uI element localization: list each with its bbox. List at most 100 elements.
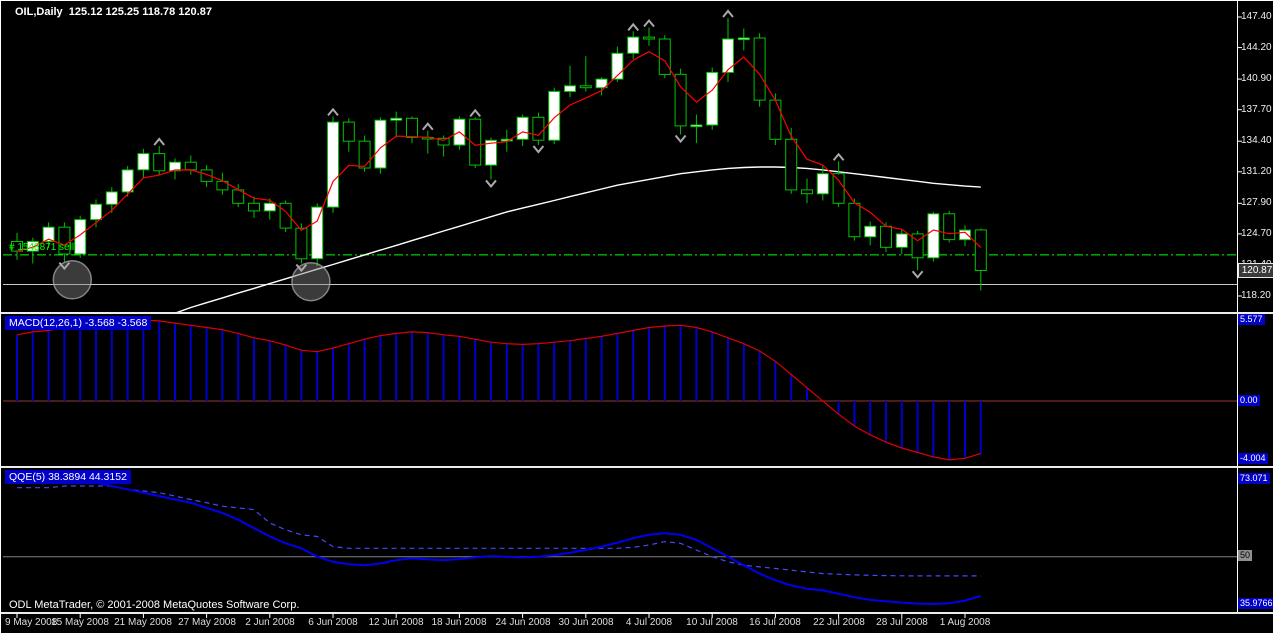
price-axis[interactable]: 147.40 144.20 140.90 137.70 134.40 131.20 127.… <box>1239 1 1273 612</box>
candle-body <box>74 219 87 255</box>
time-tick-label: 4 Jul 2008 <box>625 617 673 628</box>
qqe-axis-min: 35.9766 <box>1238 598 1273 609</box>
candle-body <box>611 52 624 80</box>
time-tick-label: 18 Jun 2008 <box>431 617 487 628</box>
candle-body <box>153 153 166 172</box>
candle-body <box>485 139 497 166</box>
fractal-up-arrow-icon <box>722 9 734 18</box>
candle-body <box>864 225 877 238</box>
candle-body <box>832 173 845 204</box>
signal-circle <box>52 260 93 300</box>
time-tick-label: 16 Jul 2008 <box>749 617 801 628</box>
price-tick-label: 134.40 <box>1241 135 1272 146</box>
candle-body <box>753 37 766 101</box>
qqe-slow-line <box>17 485 981 577</box>
candle-body <box>169 161 181 172</box>
candle-body <box>722 38 734 73</box>
time-tick-label: 6 Jun 2008 <box>308 617 358 628</box>
fractal-down-arrow-icon <box>485 179 497 188</box>
candle-body <box>390 117 403 121</box>
copyright-text: ODL MetaTrader, © 2001-2008 MetaQuotes S… <box>9 599 300 611</box>
candle-body <box>532 116 545 141</box>
candle-body <box>974 229 987 271</box>
time-tick-label: 10 Jul 2008 <box>686 617 738 628</box>
fractal-up-arrow-icon <box>153 137 165 146</box>
panel-splitter-macd[interactable] <box>1 312 1273 314</box>
time-axis[interactable]: 9 May 2008 15 May 2008 21 May 2008 27 May 2… <box>1 613 1273 633</box>
candle-body <box>42 226 55 242</box>
candle-body <box>248 202 260 212</box>
fractal-down-arrow-icon <box>532 145 545 154</box>
fractal-up-arrow-icon <box>832 152 845 161</box>
candle-body <box>785 138 798 191</box>
candle-body <box>58 226 71 255</box>
candle-body <box>943 213 956 241</box>
candle-body <box>816 173 829 195</box>
candle-body <box>327 121 339 208</box>
macd-panel-graphics[interactable] <box>3 318 1237 461</box>
macd-signal-line <box>16 318 981 461</box>
candle-body <box>564 85 576 93</box>
panel-splitter-qqe[interactable] <box>1 466 1273 468</box>
candle-body <box>90 203 102 221</box>
fractal-up-arrow-icon <box>469 108 481 117</box>
candle-body <box>579 85 592 89</box>
candle-body <box>358 140 371 169</box>
macd-axis-min: -4.004 <box>1238 453 1268 464</box>
candle-body <box>801 189 813 195</box>
macd-axis-max: 5.577 <box>1238 314 1265 325</box>
time-tick-label: 15 May 2008 <box>51 617 109 628</box>
time-axis-separator <box>1 612 1273 614</box>
candle-body <box>927 213 940 259</box>
fractal-up-arrow-icon <box>327 107 339 117</box>
price-axis-separator <box>1237 1 1238 612</box>
price-tick-label: 118.20 <box>1241 290 1271 301</box>
candle-body <box>911 233 924 259</box>
fractal-up-arrow-icon <box>627 22 639 31</box>
candle-body <box>342 121 355 142</box>
candle-body <box>895 233 908 248</box>
candle-body <box>437 137 450 146</box>
candle-body <box>658 38 671 75</box>
price-tick-label: 124.70 <box>1241 228 1272 239</box>
time-tick-label: 28 Jul 2008 <box>876 617 928 628</box>
price-tick-label: 137.70 <box>1241 104 1272 115</box>
price-tick-label: 144.20 <box>1241 42 1272 53</box>
candle-body <box>690 124 703 128</box>
candle-body <box>737 37 750 41</box>
fractal-up-arrow-icon <box>422 122 434 131</box>
price-tick-label: 147.40 <box>1241 11 1272 22</box>
candle-body <box>406 117 418 138</box>
candle-body <box>374 119 387 169</box>
slow-ma-line <box>176 166 981 312</box>
qqe-indicator-label[interactable]: QQE(5) 38.3894 44.3152 <box>5 470 131 484</box>
qqe-axis-level50: 50 <box>1238 550 1253 561</box>
time-tick-label: 12 Jun 2008 <box>368 617 424 628</box>
macd-indicator-label[interactable]: MACD(12,26,1) -3.568 -3.568 <box>5 316 152 330</box>
fractal-down-arrow-icon <box>674 134 687 144</box>
candle-body <box>26 241 39 252</box>
candle-body <box>263 202 276 212</box>
candle-body <box>200 169 213 182</box>
candle-body <box>105 191 118 205</box>
candle-body <box>595 78 608 89</box>
sell-order-label[interactable]: # 1548871 sell <box>9 242 75 253</box>
candle-body <box>137 153 150 171</box>
candle-body <box>548 91 561 141</box>
fractal-up-arrow-icon <box>643 18 655 28</box>
qqe-panel-graphics[interactable] <box>3 477 1237 606</box>
price-panel-graphics[interactable] <box>3 9 1237 365</box>
time-tick-label: 22 Jul 2008 <box>813 617 865 628</box>
time-tick-label: 27 May 2008 <box>178 617 236 628</box>
candle-body <box>516 116 529 140</box>
time-tick-label: 1 Aug 2008 <box>939 617 991 628</box>
time-tick-label: 30 Jun 2008 <box>558 617 614 628</box>
candle-body <box>643 36 655 40</box>
candle-body <box>769 99 782 140</box>
qqe-fast-line <box>16 477 982 606</box>
fractal-down-arrow-icon <box>58 261 71 271</box>
time-tick-label: 21 May 2008 <box>114 617 172 628</box>
time-tick-label: 2 Jun 2008 <box>245 617 295 628</box>
